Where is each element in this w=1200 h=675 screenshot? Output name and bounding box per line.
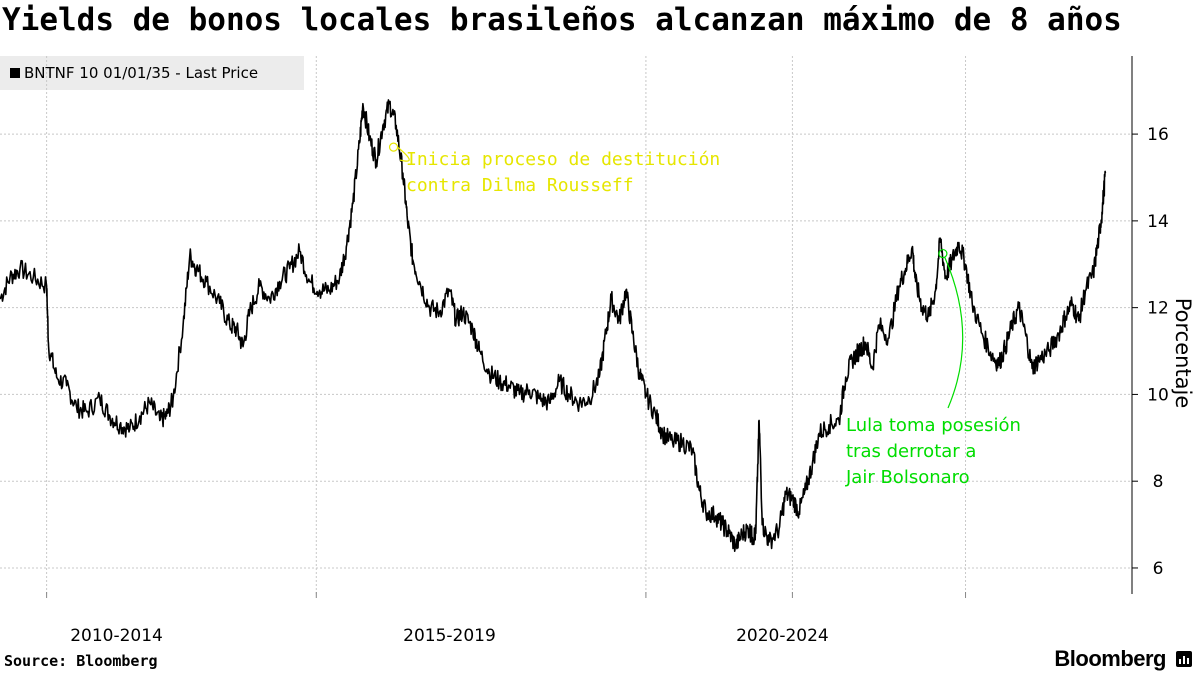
annotation-text-1: Inicia proceso de destitución [406,149,720,170]
y-tick-label: 6 [1153,559,1164,579]
series-line-0 [0,99,1107,552]
annotation-text-2: Jair Bolsonaro [845,467,970,488]
y-tick-label: 14 [1147,212,1169,232]
bloomberg-logo: Bloomberg [1054,646,1166,671]
legend-swatch-icon [10,68,20,78]
annotation-marker-2 [938,248,948,259]
bloomberg-terminal-icon [1176,651,1192,667]
y-axis-label: Porcentaje [1171,298,1195,409]
annotation-leader-1 [397,146,410,162]
y-tick-label: 8 [1153,472,1164,492]
y-tick-label: 10 [1147,385,1169,405]
annotation-marker-1 [388,142,399,152]
annotation-leader-2 [944,257,964,409]
source-note: Source: Bloomberg [4,652,158,670]
y-tick-label: 16 [1147,125,1169,145]
annotation-text-2: tras derrotar a [846,441,976,462]
legend: BNTNF 10 01/01/35 - Last Price [0,56,304,90]
chart-title: Yields de bonos locales brasileños alcan… [2,2,1122,38]
y-tick-label: 12 [1147,299,1169,319]
annotation-text-1: contra Dilma Rousseff [406,175,634,196]
x-period-label: 2020-2024 [736,626,829,646]
x-period-label: 2010-2014 [70,626,163,646]
annotation-text-2: Lula toma posesión [846,415,1021,436]
x-period-label: 2015-2019 [403,626,496,646]
legend-label: BNTNF 10 01/01/35 - Last Price [24,64,259,82]
